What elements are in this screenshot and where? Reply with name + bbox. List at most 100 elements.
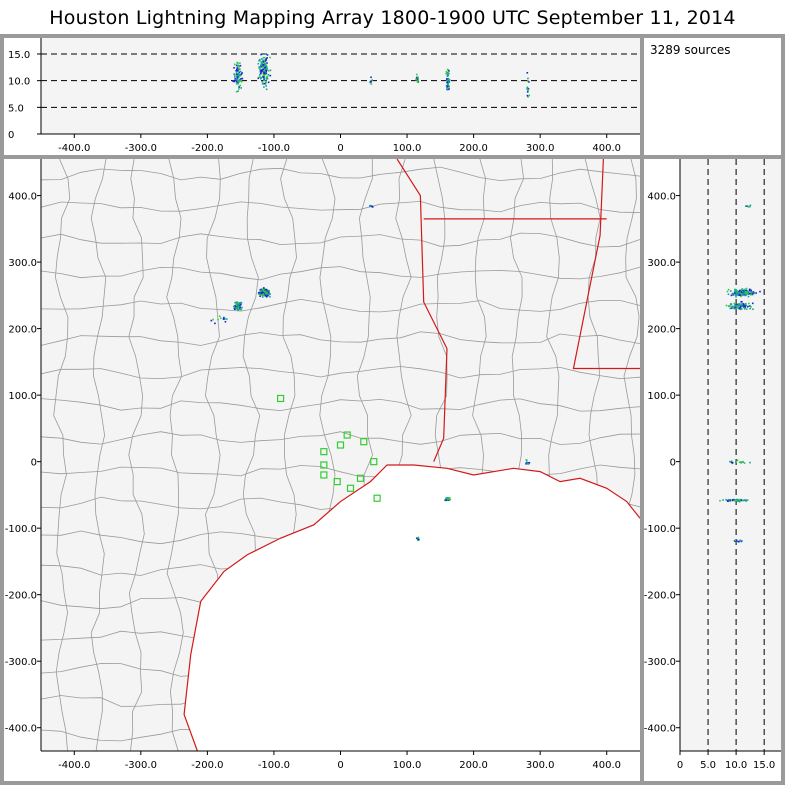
- source-point: [260, 53, 262, 56]
- source-point: [733, 302, 736, 305]
- source-point: [265, 70, 268, 72]
- y-tick-label: 100.0: [647, 391, 676, 402]
- source-point: [267, 294, 270, 296]
- source-point: [238, 65, 240, 68]
- lma-station-marker: [360, 438, 368, 446]
- source-point: [260, 63, 263, 66]
- source-point: [237, 85, 240, 88]
- source-point: [742, 461, 745, 463]
- source-point: [219, 317, 222, 319]
- source-point: [742, 499, 745, 502]
- lma-station-marker: [343, 431, 351, 439]
- source-point: [736, 293, 739, 295]
- source-point: [269, 293, 271, 295]
- x-tick-label: -300.0: [125, 760, 157, 771]
- source-point: [740, 307, 743, 310]
- side-view-panel[interactable]: -400.0 -300.0 -200.0 -100.0 0 100.0 200.0 300.0…: [644, 159, 781, 781]
- source-point: [233, 74, 236, 76]
- lma-station-marker: [336, 441, 345, 449]
- x-tick-label: -200.0: [191, 760, 223, 771]
- source-point: [260, 76, 263, 79]
- source-point: [265, 73, 267, 76]
- source-point: [238, 306, 241, 309]
- source-point: [750, 293, 752, 296]
- source-point: [446, 88, 448, 91]
- source-point: [417, 79, 419, 82]
- lma-station-marker: [320, 471, 328, 479]
- source-point: [237, 309, 239, 311]
- x-tick-label: 400.0: [592, 760, 621, 771]
- source-point: [259, 291, 262, 293]
- source-point: [730, 461, 733, 464]
- source-point: [237, 307, 239, 309]
- source-point: [236, 75, 239, 78]
- source-point: [232, 80, 234, 83]
- source-point: [258, 59, 261, 62]
- source-point: [265, 82, 267, 84]
- x-tick-label: 0: [677, 760, 683, 771]
- source-point: [260, 288, 262, 291]
- y-tick-label: -300.0: [5, 657, 37, 668]
- source-point: [233, 80, 236, 83]
- x-tick-label: 300.0: [526, 143, 555, 154]
- source-point: [750, 289, 752, 292]
- y-tick-label: 0: [8, 130, 14, 141]
- x-tick-label: 0: [337, 760, 343, 771]
- source-point: [446, 88, 449, 91]
- source-point: [266, 289, 269, 292]
- source-point: [266, 75, 269, 78]
- source-point: [734, 288, 736, 291]
- source-point: [741, 305, 744, 308]
- source-point: [235, 91, 238, 93]
- source-point: [264, 290, 267, 293]
- source-point: [237, 75, 240, 78]
- x-tick-label: 200.0: [459, 143, 488, 154]
- source-point: [257, 77, 260, 80]
- source-point: [751, 291, 754, 294]
- source-point: [240, 79, 243, 82]
- source-point: [239, 74, 242, 77]
- altitude-panel[interactable]: 0 5.0 10.0 15.0 -400.0 -300.0 -200.0 -100.0 0 100…: [4, 38, 640, 155]
- source-point: [749, 205, 751, 208]
- source-point: [263, 86, 265, 88]
- source-point: [736, 459, 739, 462]
- source-point: [738, 303, 740, 305]
- source-point: [739, 303, 742, 306]
- source-point: [260, 61, 263, 64]
- source-point: [263, 62, 266, 64]
- source-point: [738, 307, 741, 309]
- plan-view-panel[interactable]: -400.0 -300.0 -200.0 -100.0 0 100.0 200.0 300.0…: [4, 159, 640, 781]
- source-point: [263, 69, 265, 72]
- source-point: [265, 72, 267, 75]
- source-point: [727, 293, 730, 296]
- source-point: [728, 498, 730, 501]
- source-point: [234, 76, 236, 78]
- source-point: [744, 205, 747, 207]
- source-point: [269, 295, 271, 298]
- source-point: [527, 80, 529, 82]
- x-tick-label: 300.0: [526, 760, 555, 771]
- source-point: [266, 57, 268, 59]
- source-point: [262, 289, 265, 291]
- source-point: [258, 74, 261, 76]
- source-point: [261, 291, 264, 293]
- x-tick-label: 15.0: [753, 760, 775, 771]
- lma-station-marker: [320, 461, 328, 469]
- source-point: [218, 315, 221, 317]
- source-point: [735, 295, 737, 298]
- source-point: [736, 294, 738, 297]
- source-point: [235, 72, 238, 74]
- source-point: [233, 63, 236, 66]
- source-point: [744, 293, 747, 296]
- source-point: [371, 79, 373, 81]
- source-point: [448, 88, 450, 90]
- source-point: [266, 77, 269, 80]
- source-point: [447, 498, 450, 500]
- source-point: [730, 294, 733, 297]
- source-point: [262, 287, 265, 289]
- source-point: [259, 293, 262, 296]
- source-point: [212, 318, 214, 321]
- source-point: [265, 288, 268, 291]
- source-point: [734, 294, 737, 296]
- source-point: [237, 308, 240, 311]
